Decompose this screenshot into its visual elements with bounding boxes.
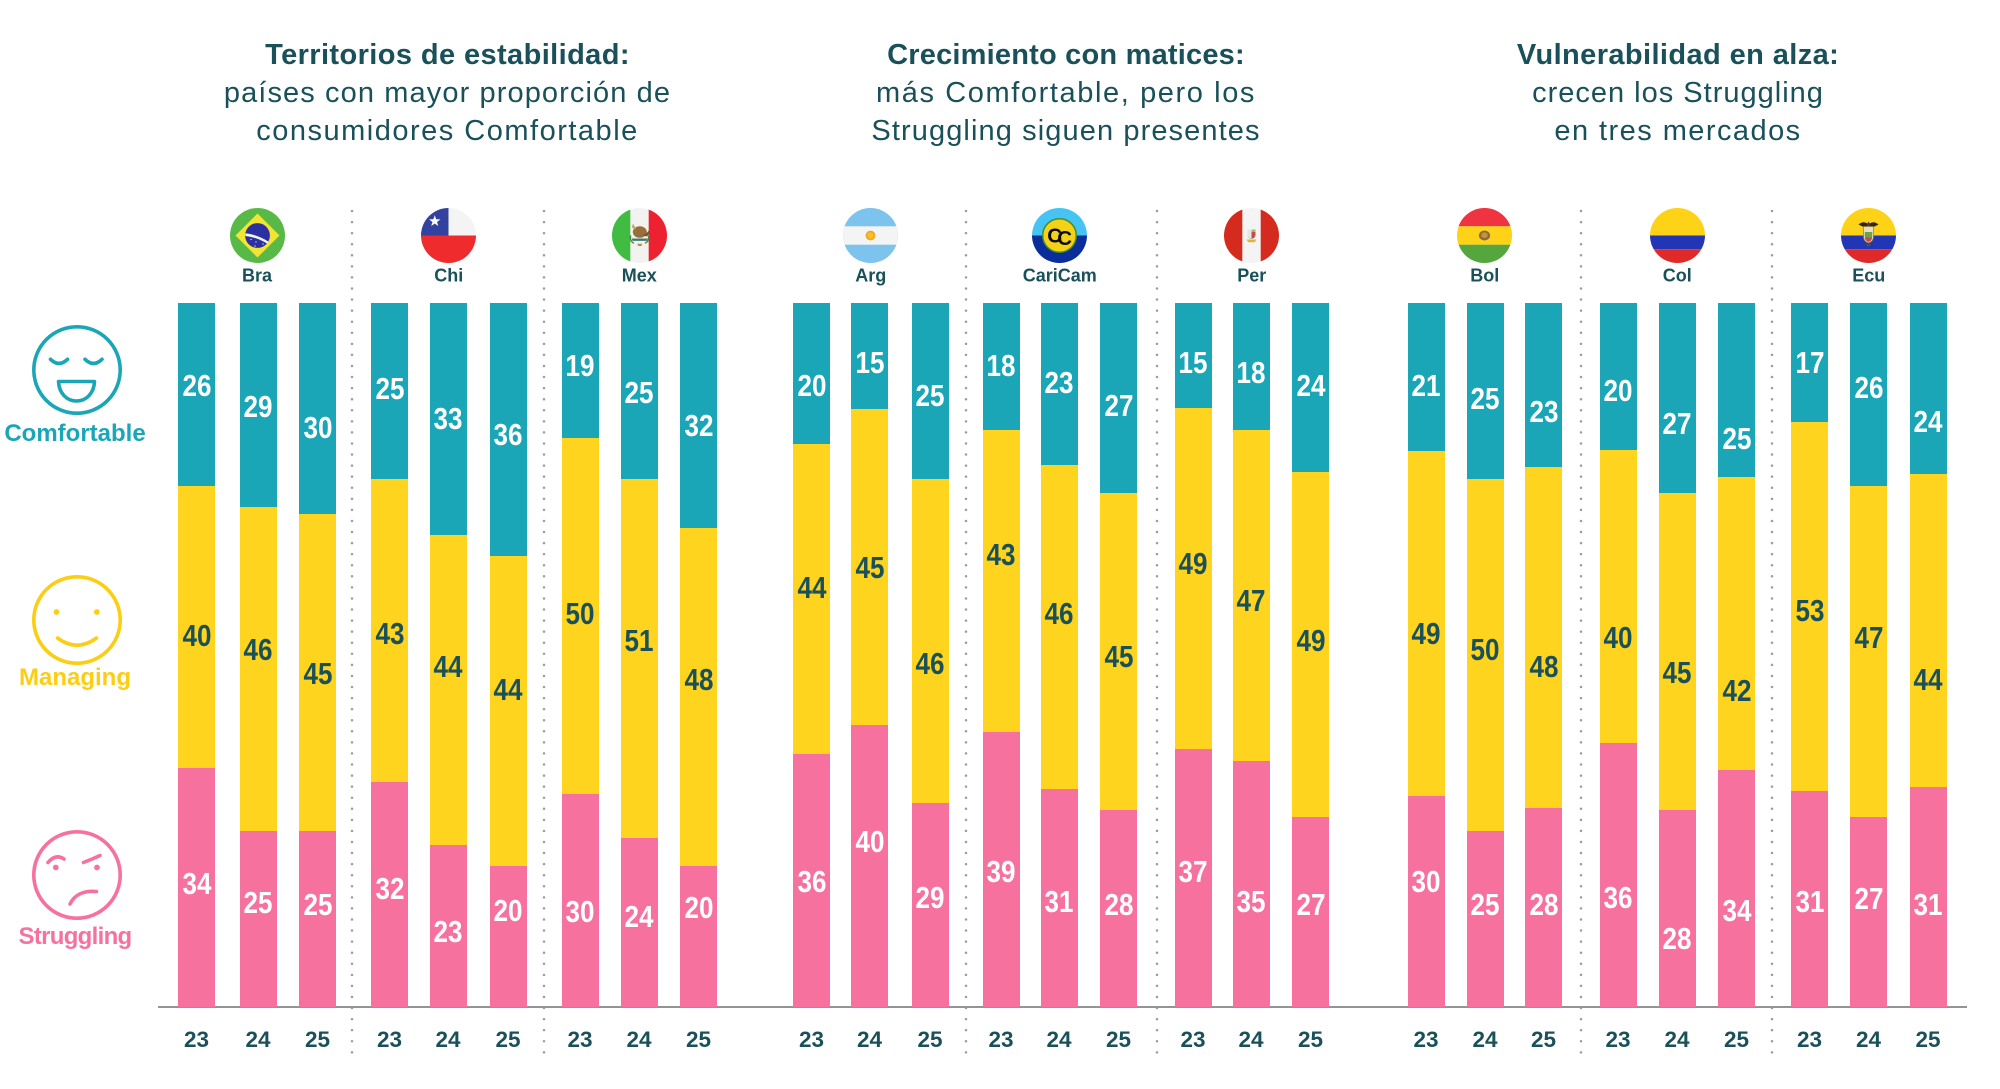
svg-text:C: C — [1047, 225, 1062, 248]
svg-text:C: C — [1057, 227, 1072, 250]
